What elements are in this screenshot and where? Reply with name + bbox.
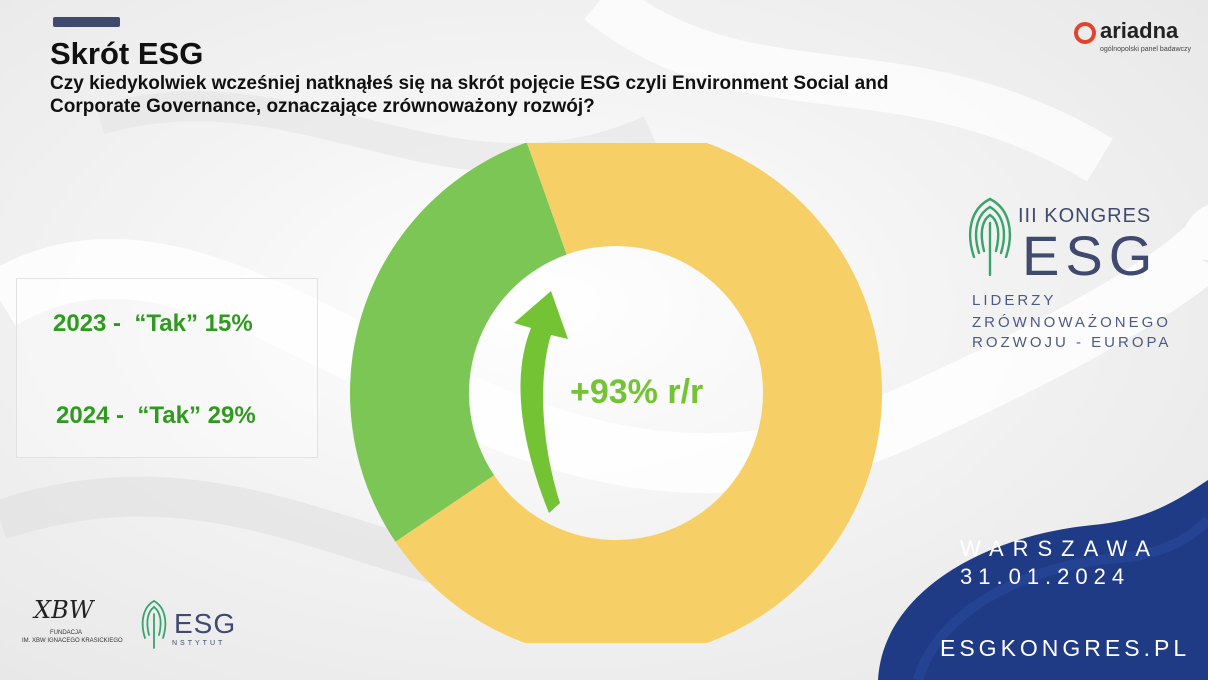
esg-instytut-logo: ESG NSTYTUT [136, 598, 246, 653]
blue-corner-shape [878, 480, 1208, 680]
kongres-sub-2: ZRÓWNOWAŻONEGO [972, 314, 1171, 331]
fundacja-signature: XBW [34, 596, 94, 624]
fingerprint-tree-icon [968, 197, 1012, 277]
donut-slice-0 [350, 143, 567, 542]
kongres-logo: III KONGRES ESG LIDERZY ZRÓWNOWAŻONEGO R… [958, 195, 1188, 360]
event-website: ESGKONGRES.PL [940, 635, 1191, 661]
esg-instytut-sub: NSTYTUT [172, 640, 226, 647]
ariadna-logo: ariadna ogólnopolski panel badawczy [1074, 18, 1192, 60]
fundacja-logo: XBW FUNDACJA IM. XBW IGNACEGO KRASICKIEG… [22, 596, 123, 656]
legend-box [16, 278, 318, 458]
survey-question: Czy kiedykolwiek wcześniej natknąłeś się… [50, 73, 889, 117]
event-city: WARSZAWA [960, 536, 1160, 561]
kongres-title: III KONGRES [1018, 205, 1152, 227]
ariadna-ring-icon [1074, 22, 1096, 44]
small-fingerprint-tree-icon [141, 600, 167, 649]
event-date: 31.01.2024 [960, 564, 1131, 589]
kongres-esg: ESG [1022, 224, 1159, 287]
title-accent-bar [53, 17, 120, 27]
legend-2024: 2024 - “Tak” 29% [56, 402, 256, 429]
fundacja-line-2: IM. XBW IGNACEGO KRASICKIEGO [22, 638, 123, 644]
donut-slice-1 [395, 143, 882, 643]
ariadna-name: ariadna [1100, 18, 1179, 43]
ariadna-subtitle: ogólnopolski panel badawczy [1100, 46, 1192, 53]
donut-chart [350, 143, 882, 643]
donut-slices [350, 143, 882, 643]
esg-instytut-word: ESG [174, 608, 237, 639]
kongres-sub-1: LIDERZY [972, 292, 1057, 309]
change-label: +93% r/r [570, 373, 704, 411]
legend-2023: 2023 - “Tak” 15% [53, 310, 253, 337]
growth-arrow [514, 291, 568, 513]
page-title: Skrót ESG [50, 36, 204, 71]
kongres-sub-3: ROZWOJU - EUROPA [972, 334, 1172, 351]
fundacja-line-1: FUNDACJA [50, 630, 83, 636]
